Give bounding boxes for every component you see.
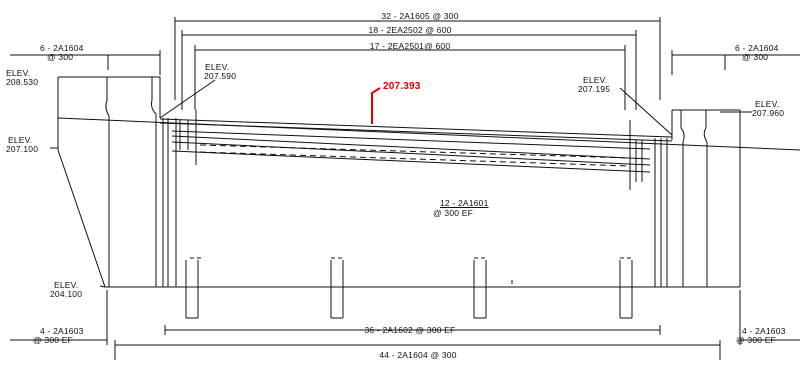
elev-left-top-value: 208.530 xyxy=(6,77,39,87)
top-dimension-label-3: 17 - 2EA2501@ 600 xyxy=(369,41,451,51)
right-top-bar-label: 6 - 2A1604 xyxy=(735,43,779,53)
right-bottom-spacing-label: @ 300 EF xyxy=(736,335,776,345)
top-dimension-label-2: 18 - 2EA2502 @ 600 xyxy=(368,25,452,35)
elev-left-mid-word: ELEV. xyxy=(8,135,33,145)
left-bottom-bar-label: 4 - 2A1603 xyxy=(40,326,84,336)
right-top-dimension xyxy=(672,50,800,75)
elev-left-bottom-value: 204.100 xyxy=(50,289,83,299)
top-dimension-lines xyxy=(175,17,660,110)
elev-left-bottom-word: ELEV. xyxy=(54,280,79,290)
left-top-spacing-label: @ 300 xyxy=(47,52,74,62)
right-top-spacing-label: @ 300 xyxy=(742,52,769,62)
left-bottom-spacing-label: @ 300 EF xyxy=(33,335,73,345)
bottom-dimension-lines xyxy=(10,290,800,360)
pile-stubs xyxy=(186,258,632,318)
elev-slab-left-value: 207.590 xyxy=(204,71,237,81)
sloped-slab xyxy=(58,110,800,190)
top-dimension-label-1: 32 - 2A1605 @ 300 xyxy=(381,11,459,21)
center-bar-label: 12 - 2A1601 xyxy=(440,198,489,208)
elevation-markup xyxy=(372,88,380,124)
right-bottom-bar-label: 4 - 2A1603 xyxy=(742,326,786,336)
elev-slab-right-value: 207.195 xyxy=(578,84,611,94)
left-wall xyxy=(58,77,740,287)
elev-right-top-word: ELEV. xyxy=(755,99,780,109)
left-top-bar-label: 6 - 2A1604 xyxy=(40,43,84,53)
left-top-dimension xyxy=(10,50,160,75)
bottom-dimension-label-1: 36 - 2A1602 @ 300 EF xyxy=(364,325,456,335)
right-wall xyxy=(655,110,740,287)
elev-left-top-word: ELEV. xyxy=(6,68,31,78)
leaders xyxy=(50,80,752,287)
elev-slab-left-word: ELEV. xyxy=(205,62,230,72)
bottom-dimension-label-2: 44 - 2A1604 @ 300 xyxy=(379,350,457,360)
marked-elevation-label: 207.393 xyxy=(383,81,421,92)
center-spacing-label: @ 300 EF xyxy=(433,208,473,218)
elev-right-top-value: 207.960 xyxy=(752,108,785,118)
elev-left-mid-value: 207.100 xyxy=(6,144,39,154)
elev-slab-right-word: ELEV. xyxy=(583,75,608,85)
